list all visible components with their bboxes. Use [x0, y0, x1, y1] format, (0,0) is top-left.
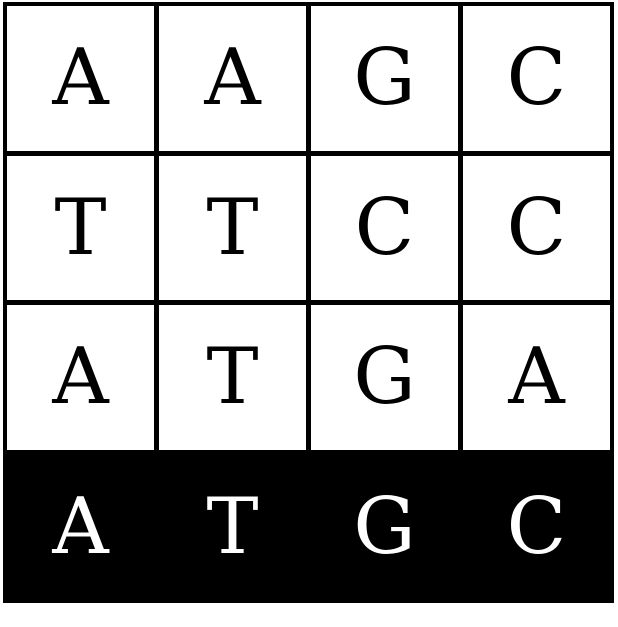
- grid-cell-r1-c4: C: [463, 6, 610, 151]
- grid-cell-r3-c2: T: [159, 305, 306, 450]
- grid-cell-r3-c3: G: [311, 305, 458, 450]
- grid-cell-r2-c1: T: [7, 155, 154, 300]
- grid-cell-r2-c2: T: [159, 155, 306, 300]
- consensus-cell-2: T: [159, 454, 306, 599]
- consensus-cell-3: G: [311, 454, 458, 599]
- consensus-cell-4: C: [463, 454, 610, 599]
- sequence-grid: A A G C T T C C A T G A A T G C: [3, 2, 614, 603]
- grid-cell-r2-c4: C: [463, 155, 610, 300]
- grid-cell-r1-c2: A: [159, 6, 306, 151]
- grid-cell-r1-c3: G: [311, 6, 458, 151]
- consensus-cell-1: A: [7, 454, 154, 599]
- grid-cell-r3-c1: A: [7, 305, 154, 450]
- grid-cell-r3-c4: A: [463, 305, 610, 450]
- grid-cell-r1-c1: A: [7, 6, 154, 151]
- grid-cell-r2-c3: C: [311, 155, 458, 300]
